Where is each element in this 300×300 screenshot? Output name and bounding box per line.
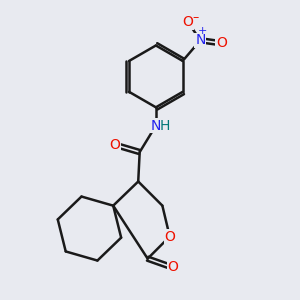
Text: N: N bbox=[195, 33, 206, 47]
Text: +: + bbox=[198, 26, 207, 36]
Text: O: O bbox=[167, 260, 178, 274]
Text: N: N bbox=[151, 118, 161, 133]
Text: O: O bbox=[216, 36, 227, 50]
Text: O: O bbox=[182, 15, 194, 29]
Text: –: – bbox=[193, 11, 199, 24]
Text: O: O bbox=[109, 138, 120, 152]
Text: H: H bbox=[160, 119, 170, 134]
Text: O: O bbox=[164, 230, 175, 244]
